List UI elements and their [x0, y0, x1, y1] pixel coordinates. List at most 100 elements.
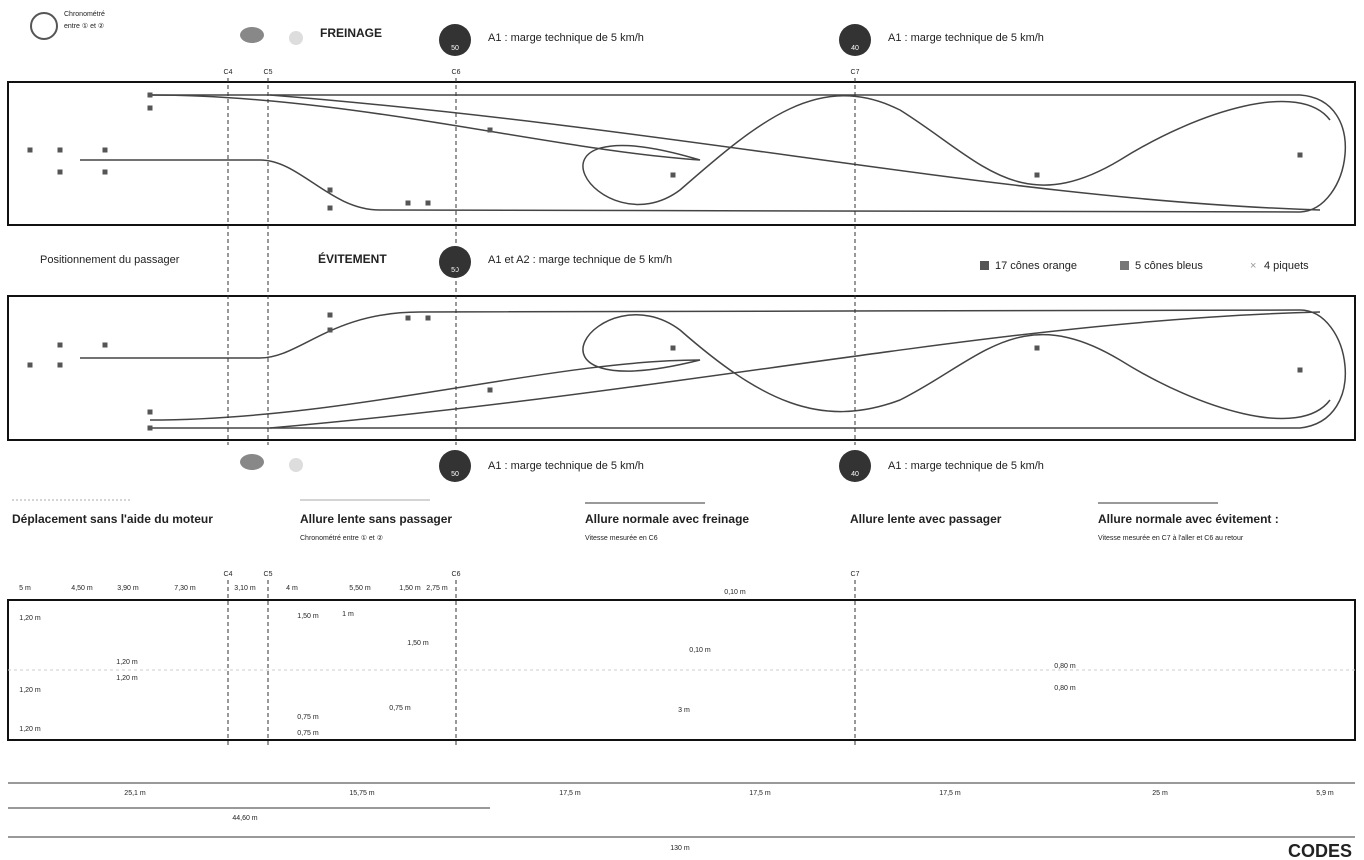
passager: Positionnement du passager [40, 254, 180, 266]
path [149, 94, 1331, 206]
speed-sign [439, 246, 471, 278]
legend: 5 cônes bleus [1135, 260, 1203, 272]
speed: 50 [451, 471, 459, 478]
marker-label: C6 [452, 69, 461, 76]
dim-label: 1,50 m [297, 613, 319, 620]
cone [1034, 345, 1040, 351]
cone [670, 345, 676, 351]
cone [147, 409, 153, 415]
cone [327, 312, 333, 318]
dim-label: 5,9 m [1316, 790, 1334, 797]
margin: A1 : marge technique de 5 km/h [888, 460, 1044, 472]
dim-label: 1,20 m [19, 615, 41, 622]
cone [102, 147, 108, 153]
cone [147, 425, 153, 431]
speed: 40 [851, 45, 859, 52]
path [149, 314, 1331, 421]
dim-label: 2,75 m [426, 585, 448, 592]
cone [147, 92, 153, 98]
path [80, 94, 1346, 213]
cone [327, 205, 333, 211]
cone [487, 387, 493, 393]
cone [1297, 152, 1303, 158]
dimension-plan: CODES 5 m 4,50 m 3,90 m 7,30 m 3,10 m 4 m 5,50… [7, 585, 1356, 860]
path [269, 311, 1321, 429]
dim-label: 25,1 m [124, 790, 146, 797]
speed-sign [839, 24, 871, 56]
marker-label: C7 [851, 571, 860, 578]
cone [327, 327, 333, 333]
stopwatch-icon [30, 12, 58, 40]
track-freinage [7, 81, 1356, 226]
markers: C4 C4 C5 C5 C6 C6 C7 C7 [224, 69, 860, 745]
dim-label: 15,75 m [349, 790, 374, 797]
dim-label: 3,10 m [234, 585, 256, 592]
cone [57, 342, 63, 348]
freinage: FREINAGE [320, 26, 382, 40]
cone [27, 362, 33, 368]
speed: 40 [851, 471, 859, 478]
cone [670, 172, 676, 178]
legend-swatch [1120, 261, 1129, 270]
evitement: ÉVITEMENT [318, 251, 387, 266]
middle-row: Positionnement du passager ÉVITEMENT 50 … [40, 246, 1309, 278]
speed: 50 [451, 267, 459, 274]
cone [57, 147, 63, 153]
dim-label: 17,5 m [749, 790, 771, 797]
dim-label: 0,75 m [297, 730, 319, 737]
cone [425, 315, 431, 321]
icon [240, 27, 264, 43]
marker-label: C4 [224, 69, 233, 76]
speed-sign [439, 450, 471, 482]
margin: A1 : marge technique de 5 km/h [888, 32, 1044, 44]
dim-label: 7,30 m [174, 585, 196, 592]
icon [289, 458, 303, 472]
chrono: Chronométré [64, 11, 105, 18]
cone [102, 169, 108, 175]
marker-label: C5 [264, 69, 273, 76]
speed-sign [839, 450, 871, 482]
path [80, 309, 1346, 429]
cone [487, 127, 493, 133]
key-note: Vitesse mesurée en C6 [585, 535, 658, 542]
cone [27, 147, 33, 153]
dim-label: 1,50 m [407, 640, 429, 647]
cone [327, 187, 333, 193]
dim-label: 17,5 m [939, 790, 961, 797]
marker-label: C4 [224, 571, 233, 578]
margin: A1 : marge technique de 5 km/h [488, 460, 644, 472]
dim-label: 0,10 m [724, 589, 746, 596]
dim-label: 1 m [342, 611, 354, 618]
marker-label: C5 [264, 571, 273, 578]
dim-label: 4 m [286, 585, 298, 592]
track-evitement [7, 295, 1356, 441]
cone [405, 200, 411, 206]
marker-label: C6 [452, 571, 461, 578]
chrono-sub: entre ① et ② [64, 22, 104, 30]
key-note: Vitesse mesurée en C7 à l'aller et C6 au… [1098, 535, 1244, 542]
logo: CODES [1288, 841, 1352, 860]
key-title: Allure normale avec évitement : [1098, 512, 1279, 526]
dim-label: 0,80 m [1054, 685, 1076, 692]
dim-label: 44,60 m [232, 815, 257, 822]
dim-label: 25 m [1152, 790, 1168, 797]
legend-swatch [980, 261, 989, 270]
cone [1297, 367, 1303, 373]
legend: 17 cônes orange [995, 260, 1077, 272]
dim-label: 0,10 m [689, 647, 711, 654]
dim-label: 0,75 m [389, 705, 411, 712]
track-box [7, 81, 1356, 226]
dim-label: 1,20 m [19, 687, 41, 694]
dim-label: 1,20 m [19, 726, 41, 733]
dim-label: 5 m [19, 585, 31, 592]
key-title: Allure lente sans passager [300, 512, 452, 526]
speed: 50 [451, 45, 459, 52]
icon [240, 454, 264, 470]
dim-label: 3,90 m [117, 585, 139, 592]
dim-label: 1,20 m [116, 675, 138, 682]
cone [147, 105, 153, 111]
cone [57, 169, 63, 175]
key-title: Allure lente avec passager [850, 512, 1002, 526]
marker-label: C7 [851, 69, 860, 76]
